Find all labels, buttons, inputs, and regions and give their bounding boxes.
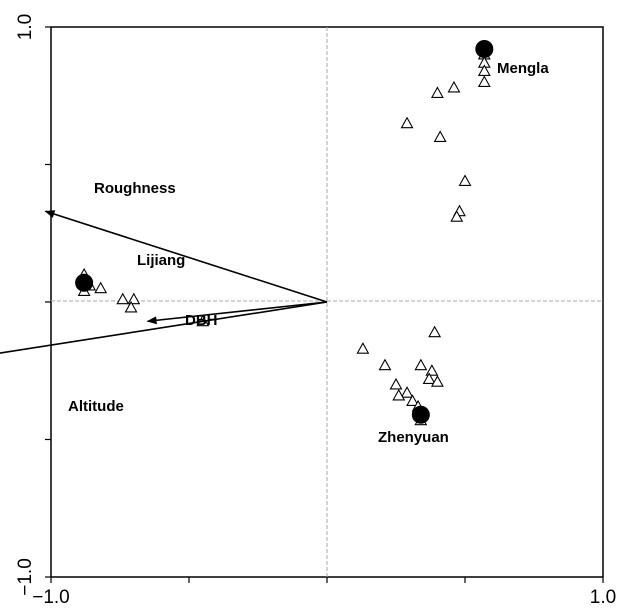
x-tick-max: 1.0 xyxy=(590,587,616,608)
sample-point xyxy=(430,375,444,387)
sample-point xyxy=(378,358,392,371)
vector-label-dbh: DBH xyxy=(185,312,218,329)
sample-point xyxy=(458,174,472,186)
sample-point xyxy=(124,300,138,313)
site-centroid-lijiang xyxy=(75,273,94,292)
sample-point xyxy=(428,325,442,338)
sample-point xyxy=(392,388,406,401)
vector-label-altitude: Altitude xyxy=(68,398,124,415)
environmental-vectors xyxy=(0,210,328,354)
sample-point xyxy=(116,292,130,305)
y-tick-min: −1.0 xyxy=(15,558,36,596)
vector-arrow-roughness xyxy=(44,210,328,303)
y-tick-max: 1.0 xyxy=(15,14,36,40)
sample-point xyxy=(356,342,370,354)
sample-point xyxy=(94,281,108,294)
x-tick-min: −1.0 xyxy=(32,587,70,608)
sample-point xyxy=(477,75,491,87)
sample-point xyxy=(406,394,419,406)
sample-point xyxy=(430,86,444,98)
sample-point xyxy=(433,130,447,142)
sample-point xyxy=(450,210,464,222)
sample-point xyxy=(425,364,439,376)
sample-point xyxy=(422,372,436,384)
vector-label-roughness: Roughness xyxy=(94,180,176,197)
sample-point xyxy=(414,358,428,371)
site-label-lijiang: Lijiang xyxy=(137,252,185,269)
sample-point xyxy=(400,116,414,129)
site-centroid-zhenyuan xyxy=(411,405,430,424)
sample-point xyxy=(127,292,141,305)
site-centroid-mengla xyxy=(475,40,494,58)
vector-arrow-dbh xyxy=(146,301,328,325)
site-label-mengla: Mengla xyxy=(497,60,549,77)
vector-arrow-altitude xyxy=(0,301,328,354)
sample-point xyxy=(389,377,403,390)
sample-point xyxy=(400,386,414,398)
sample-point xyxy=(447,80,461,93)
axis-ticks xyxy=(45,26,604,583)
site-centroids xyxy=(75,40,494,424)
sample-points xyxy=(77,47,491,426)
site-label-zhenyuan: Zhenyuan xyxy=(378,429,449,446)
